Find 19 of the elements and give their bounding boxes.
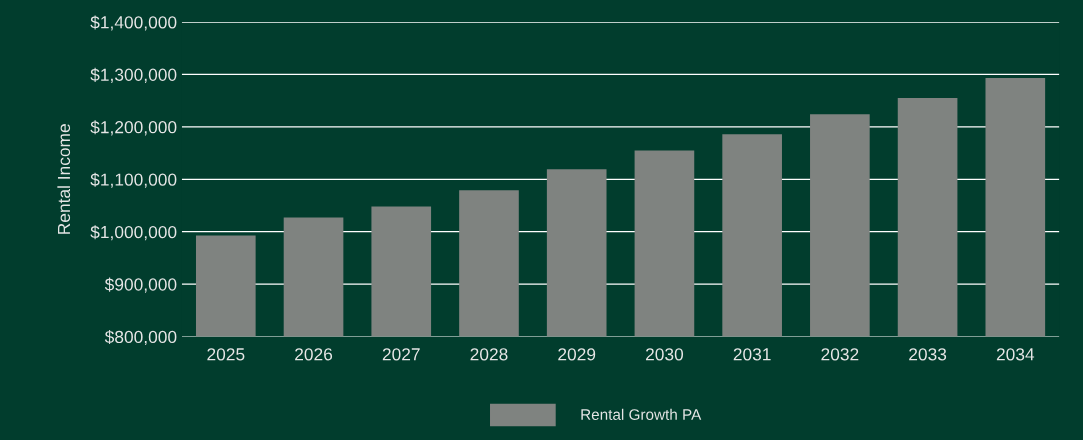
x-tick-label: 2030 <box>645 348 684 361</box>
x-tick-label: 2031 <box>733 348 771 361</box>
x-tick-label: 2029 <box>558 348 596 361</box>
legend-label: Rental Growth PA <box>581 408 702 420</box>
x-tick-label: 2034 <box>996 348 1035 361</box>
y-tick-label: $1,400,000 <box>90 15 177 31</box>
x-tick-label: 2028 <box>470 348 508 361</box>
y-tick-label: $900,000 <box>104 277 177 293</box>
x-tick-label: 2033 <box>909 348 947 361</box>
x-tick-label: 2025 <box>207 348 245 361</box>
x-tick-label: 2027 <box>382 348 420 361</box>
y-tick-label: $1,200,000 <box>90 120 177 136</box>
y-axis-title: Rental Income <box>57 124 71 234</box>
y-tick-label: $1,000,000 <box>90 225 177 241</box>
y-tick-label: $1,300,000 <box>90 67 177 83</box>
x-tick-label: 2032 <box>821 348 859 361</box>
y-tick-label: $800,000 <box>104 330 177 346</box>
x-tick-label: 2026 <box>295 348 333 361</box>
y-tick-label: $1,100,000 <box>90 172 177 188</box>
